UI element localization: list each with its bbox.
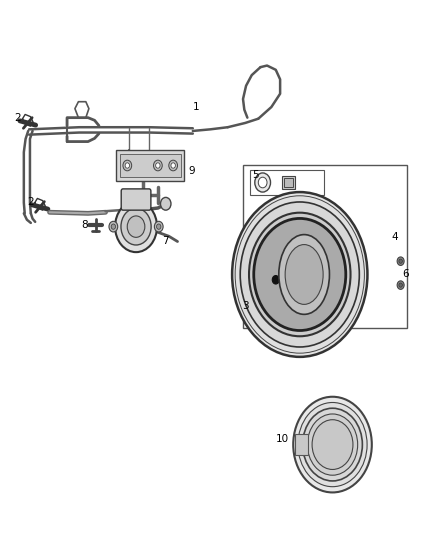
Text: 5: 5 — [252, 170, 258, 180]
Bar — [117, 150, 184, 181]
Circle shape — [258, 177, 267, 188]
Circle shape — [115, 201, 157, 252]
Text: 2: 2 — [14, 112, 21, 123]
Circle shape — [123, 160, 132, 171]
Bar — [285, 178, 293, 187]
Text: 10: 10 — [276, 434, 289, 445]
Circle shape — [293, 397, 372, 492]
Ellipse shape — [285, 245, 323, 304]
Text: 6: 6 — [403, 270, 409, 279]
Bar — [297, 263, 311, 286]
Circle shape — [171, 163, 175, 168]
Circle shape — [399, 259, 403, 263]
Circle shape — [111, 224, 116, 229]
Circle shape — [240, 202, 359, 347]
Text: 9: 9 — [188, 166, 195, 176]
Circle shape — [132, 194, 141, 205]
Circle shape — [254, 219, 346, 330]
Text: 2: 2 — [27, 197, 34, 207]
Circle shape — [298, 402, 367, 487]
Bar — [120, 154, 180, 177]
Circle shape — [109, 221, 118, 232]
Circle shape — [312, 419, 353, 470]
Circle shape — [160, 197, 171, 210]
Text: 7: 7 — [162, 236, 169, 246]
Bar — [250, 169, 324, 195]
Bar — [283, 175, 295, 189]
Circle shape — [121, 208, 151, 245]
Circle shape — [272, 276, 279, 284]
Circle shape — [303, 408, 362, 481]
Circle shape — [153, 160, 162, 171]
Circle shape — [399, 283, 403, 287]
Circle shape — [125, 163, 130, 168]
Bar — [294, 259, 314, 290]
Ellipse shape — [279, 235, 329, 314]
Text: 1: 1 — [193, 102, 199, 112]
Circle shape — [235, 196, 364, 353]
FancyBboxPatch shape — [294, 434, 307, 455]
Circle shape — [169, 160, 177, 171]
Circle shape — [154, 221, 163, 232]
Circle shape — [255, 173, 271, 192]
Circle shape — [232, 192, 367, 357]
Circle shape — [156, 224, 161, 229]
Circle shape — [155, 163, 160, 168]
Bar — [243, 165, 407, 328]
Text: 8: 8 — [81, 220, 88, 230]
Circle shape — [307, 414, 358, 475]
Circle shape — [249, 213, 350, 336]
FancyBboxPatch shape — [121, 189, 151, 210]
Text: 3: 3 — [242, 301, 248, 311]
Circle shape — [397, 281, 404, 289]
Circle shape — [397, 257, 404, 265]
Text: 4: 4 — [392, 232, 398, 243]
Circle shape — [127, 216, 145, 237]
